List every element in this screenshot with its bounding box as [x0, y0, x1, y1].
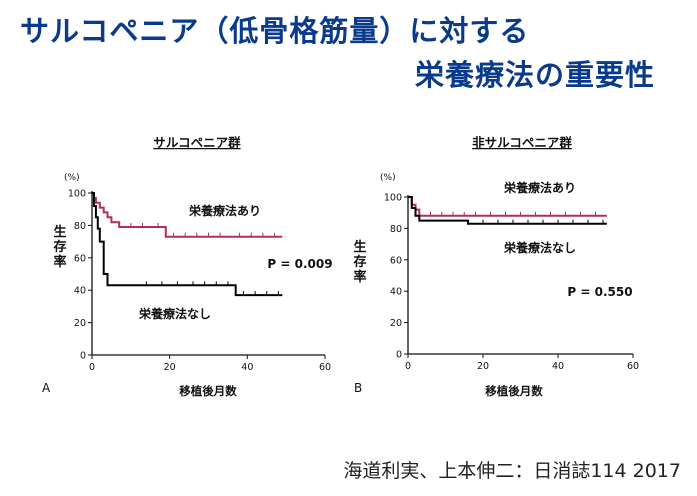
- citation: 海道利実、上本伸二：日消誌114 2017: [343, 460, 681, 482]
- y-tick-label: 20: [390, 318, 402, 329]
- y-tick-label: 0: [80, 351, 86, 362]
- slide-title-line1: サルコペニア（低骨格筋量）に対する: [20, 14, 530, 48]
- x-tick-label: 40: [241, 362, 253, 373]
- slide-title-line2: 栄養療法の重要性: [414, 58, 655, 92]
- x-tick-label: 60: [319, 362, 331, 373]
- series-line-without-nutrition: [408, 196, 607, 225]
- y-tick-label: 80: [390, 224, 402, 235]
- p-value-label: P = 0.009: [267, 257, 332, 271]
- x-tick-label: 60: [627, 361, 639, 372]
- x-tick-label: 40: [552, 361, 564, 372]
- y-tick-label: 40: [74, 286, 86, 297]
- x-tick-label: 0: [89, 362, 95, 373]
- series-label-without-nutrition: 栄養療法なし: [503, 240, 576, 255]
- y-unit-label: (%): [380, 173, 396, 183]
- y-tick-label: 100: [384, 193, 402, 204]
- y-tick-label: 100: [68, 189, 86, 200]
- y-axis-label: 生存率: [51, 224, 67, 270]
- x-tick-label: 20: [164, 362, 176, 373]
- figure-background: [40, 120, 672, 405]
- y-tick-label: 60: [74, 253, 86, 264]
- x-axis-label: 移植後月数: [179, 384, 237, 398]
- chart-title: サルコペニア群: [153, 135, 241, 150]
- panel-label: A: [42, 381, 51, 395]
- series-label-with-nutrition: 栄養療法あり: [503, 180, 576, 195]
- y-tick-label: 0: [396, 350, 402, 361]
- y-unit-label: (%): [64, 173, 80, 183]
- x-axis-label: 移植後月数: [485, 384, 543, 398]
- p-value-label: P = 0.550: [567, 285, 632, 299]
- series-label-without-nutrition: 栄養療法なし: [138, 306, 211, 321]
- chart-title: 非サルコペニア群: [472, 135, 572, 150]
- x-tick-label: 0: [405, 361, 411, 372]
- y-tick-label: 80: [74, 221, 86, 232]
- y-tick-label: 60: [390, 255, 402, 266]
- y-tick-label: 20: [74, 318, 86, 329]
- series-line-with-nutrition: [92, 192, 283, 238]
- series-line-without-nutrition: [92, 192, 283, 297]
- panel-label: B: [354, 381, 362, 395]
- x-tick-label: 20: [477, 361, 489, 372]
- series-label-with-nutrition: 栄養療法あり: [188, 203, 261, 218]
- y-tick-label: 40: [390, 287, 402, 298]
- y-axis-label: 生存率: [351, 239, 367, 285]
